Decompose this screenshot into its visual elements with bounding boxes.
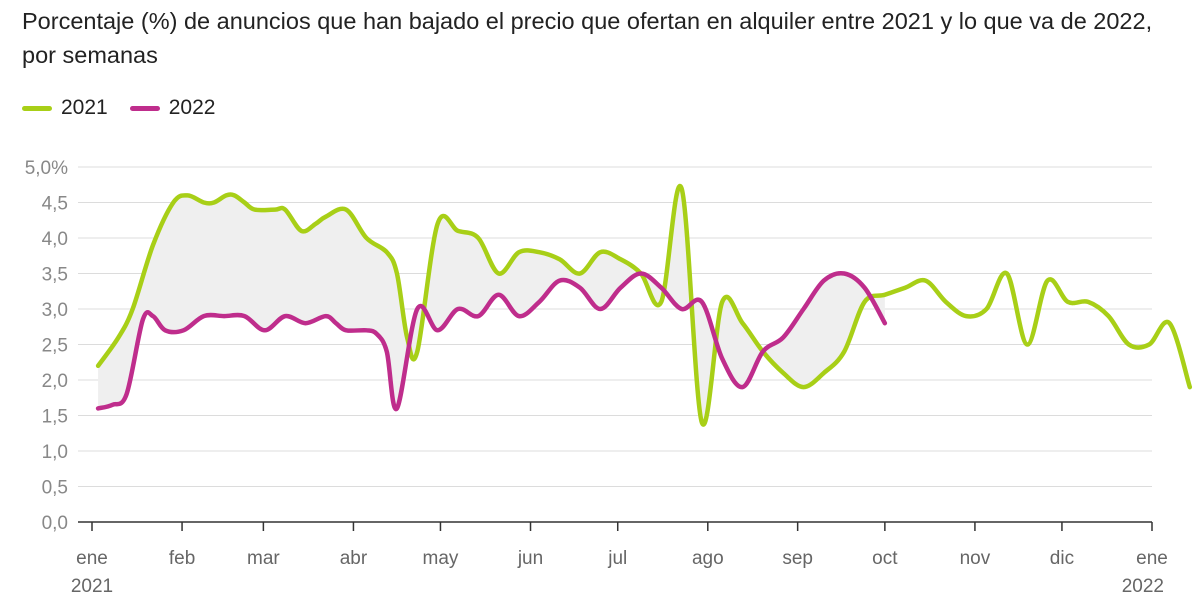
legend-label-2022: 2022 [168, 96, 216, 119]
x-axis: ene 2021 feb mar abr may jun jul ago sep oct nov dic… [71, 522, 1168, 597]
x-tick-label: jun [517, 548, 543, 569]
x-tick-label: jul [607, 548, 627, 569]
legend-item-2022: 2022 [129, 96, 216, 120]
gap-area [98, 186, 885, 425]
chart-title: Porcentaje (%) de anuncios que han bajad… [22, 8, 1153, 68]
y-tick-label: 2,0 [42, 371, 68, 392]
x-tick-label: nov [960, 548, 991, 569]
series-lines [95, 183, 1193, 427]
x-tick-year: 2021 [71, 576, 113, 597]
gap-area-fill [98, 186, 885, 425]
x-tick-label: ago [692, 548, 724, 569]
y-tick-label: 3,0 [42, 300, 68, 321]
x-tick-label: ene [1136, 548, 1168, 569]
legend-label-2021: 2021 [61, 96, 108, 119]
legend-item-2021: 2021 [22, 96, 108, 120]
x-tick-label: oct [872, 548, 898, 569]
series-line-2022 [95, 270, 888, 411]
y-tick-label: 0,5 [42, 478, 68, 499]
legend-swatch-2021 [22, 105, 52, 111]
x-tick-label: feb [169, 548, 195, 569]
legend: 2021 2022 [22, 96, 237, 120]
y-tick-label: 1,0 [42, 442, 68, 463]
y-tick-label: 3,5 [42, 265, 68, 286]
series-line-2021 [95, 183, 1193, 427]
x-tick-label: may [423, 548, 459, 569]
x-tick-label: ene [76, 548, 108, 569]
y-tick-label: 2,5 [42, 336, 68, 357]
x-tick-label: mar [247, 548, 280, 569]
y-tick-label: 0,0 [42, 513, 68, 534]
y-tick-label: 4,5 [42, 194, 68, 215]
y-tick-label: 5,0% [25, 158, 68, 179]
y-tick-label: 4,0 [42, 229, 68, 250]
y-tick-label: 1,5 [42, 407, 68, 428]
legend-swatch-2022 [129, 105, 160, 111]
x-tick-label: dic [1050, 548, 1074, 569]
x-tick-year: 2022 [1122, 576, 1164, 597]
x-tick-label: abr [340, 548, 368, 569]
x-tick-label: sep [782, 548, 813, 569]
